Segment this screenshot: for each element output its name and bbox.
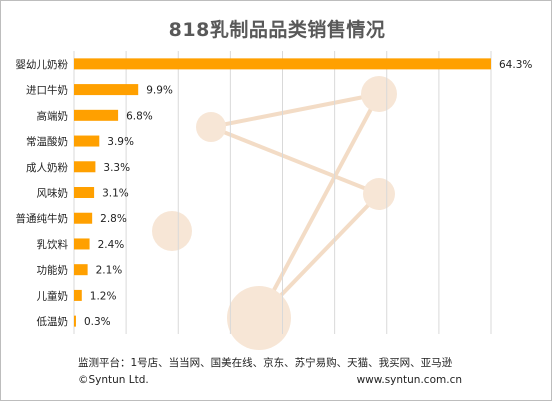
chart-bars	[74, 58, 491, 327]
data-label: 64.3%	[499, 59, 532, 71]
watermark-line	[210, 125, 380, 196]
chart-footer: 监测平台：1号店、当当网、国美在线、京东、苏宁易购、天猫、我买网、亚马逊 ©Sy…	[1, 351, 551, 399]
bar-7	[74, 212, 93, 224]
bar-11	[74, 315, 76, 327]
category-label: 低温奶	[37, 315, 69, 328]
category-label: 普通纯牛奶	[16, 212, 69, 225]
watermark-circle	[196, 112, 226, 142]
source-text: 监测平台：1号店、当当网、国美在线、京东、苏宁易购、天猫、我买网、亚马逊	[78, 357, 453, 369]
bar-4	[74, 135, 100, 147]
data-label: 9.9%	[146, 85, 173, 97]
category-label: 功能奶	[37, 264, 69, 277]
bar-2	[74, 84, 139, 96]
data-label: 3.3%	[103, 162, 130, 174]
category-label: 风味奶	[37, 188, 69, 200]
data-label: 3.1%	[102, 188, 129, 200]
category-label: 儿童奶	[37, 289, 69, 302]
data-label: 6.8%	[126, 110, 153, 122]
data-label: 0.3%	[84, 316, 111, 328]
data-label: 2.1%	[96, 265, 123, 277]
watermark-circle	[152, 211, 192, 251]
chart-gridlines	[73, 51, 492, 334]
data-label: 1.2%	[90, 290, 117, 302]
copyright-text: ©Syntun Ltd.	[78, 374, 149, 386]
data-labels: 64.3% 9.9% 6.8% 3.9% 3.3% 3.1% 2.8% 2.4% 2.1% 1.2…	[84, 59, 532, 328]
bar-3	[74, 109, 119, 121]
watermark-line	[257, 93, 381, 319]
category-label: 进口牛奶	[26, 84, 68, 97]
bar-8	[74, 238, 90, 250]
bar-9	[74, 264, 88, 276]
data-label: 2.4%	[98, 239, 125, 251]
watermark-graphic	[152, 76, 397, 350]
watermark-circle	[363, 178, 395, 210]
watermark-circle	[361, 76, 397, 112]
bar-5	[74, 161, 96, 173]
chart-title: 818乳制品品类销售情况	[168, 19, 386, 41]
category-label: 乳饮料	[37, 238, 69, 251]
watermark-circle	[227, 286, 291, 350]
website-text: www.syntun.com.cn	[356, 374, 462, 386]
bar-1	[74, 58, 491, 70]
data-label: 3.9%	[107, 136, 134, 148]
watermark-line	[210, 92, 380, 129]
bar-6	[74, 187, 95, 198]
category-label: 高端奶	[37, 109, 69, 122]
data-label: 2.8%	[100, 213, 127, 225]
category-label: 婴幼儿奶粉	[16, 58, 69, 71]
category-label: 常温酸奶	[26, 135, 68, 148]
category-label: 成人奶粉	[26, 161, 68, 174]
bar-10	[74, 289, 82, 301]
